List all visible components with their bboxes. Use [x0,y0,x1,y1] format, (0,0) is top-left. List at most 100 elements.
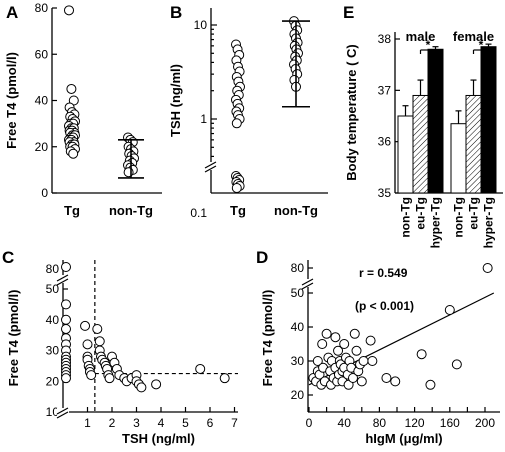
d-x-tick-label: 120 [405,416,425,430]
d-data-point [351,345,362,356]
e-bar [412,94,429,194]
d-y-axis-break-slash-1 [301,278,314,286]
c-x-tick-label: 3 [133,416,140,430]
d-y-tick-label: 50 [291,286,305,300]
d-x-axis-label: hIgM (μg/ml) [365,431,442,446]
c-data-point [61,299,71,310]
c-y-tick-label: 20 [46,374,60,388]
c-data-point [94,336,105,347]
b-y-tick-label: 1 [200,112,207,126]
c-y-axis-label: Free T4 (pmol/l) [6,290,21,387]
d-data-point [390,376,401,387]
c-data-point [195,363,206,374]
d-data-point [416,349,427,360]
panel-a-chart: 0 20 40 60 80 Free T4 (pmol/l) Tg non-Tg [4,1,162,218]
e-y-tick-label: 36 [378,135,392,149]
c-data-point [80,320,91,331]
d-data-point [381,373,392,383]
d-y-tick-label: 20 [291,388,305,402]
e-group-label: male [406,29,436,44]
d-data-point [451,359,462,370]
d-data-point [482,263,493,273]
a-data-point [66,83,77,94]
c-y-tick-label: 80 [46,262,60,276]
a-data-point [68,148,79,159]
c-origin-break-slash-1 [56,407,69,415]
d-data-point [317,339,328,349]
panel-label-b: B [170,3,182,22]
c-x-tick-label: 7 [231,416,238,430]
e-bar [450,123,467,194]
a-y-tick-label: 0 [41,186,48,200]
d-y-axis-break-slash-2 [301,282,314,290]
panel-label-c: C [2,248,14,267]
e-y-tick-label: 35 [378,186,392,200]
c-data-point [61,314,71,325]
c-data-point [61,323,71,334]
a-y-tick-label: 80 [35,1,49,15]
d-data-point [339,339,350,349]
c-data-point [92,323,103,334]
c-x-axis-label: TSH (ng/ml) [122,431,195,446]
a-category-label: Tg [64,203,80,218]
c-x-tick-label: 2 [109,416,116,430]
c-origin-break-slash-2 [56,411,69,419]
e-y-axis-label: Body temperature ( C) [344,44,359,181]
c-x-tick-label: 1 [84,416,91,430]
d-data-point [312,356,323,366]
d-data-point [321,328,332,339]
e-category-label: non-Tg [399,197,413,238]
c-x-tick-label: 6 [207,416,214,430]
e-y-tick-label: 37 [378,83,392,97]
c-data-point [61,262,71,272]
c-y-tick-label: 50 [46,282,60,296]
b-data-point [231,118,242,129]
b-y-tick-label: 10 [194,18,208,32]
d-correlation-annotation: r = 0.549 [359,266,408,280]
c-y-tick-label: 30 [46,344,60,358]
c-data-point [219,373,230,384]
d-data-point [349,328,360,339]
d-data-point [333,345,344,356]
c-data-point [82,339,93,350]
c-data-point [136,382,147,393]
c-data-point [104,373,115,384]
e-significance-star: * [479,38,484,52]
a-category-label: non-Tg [109,203,153,218]
d-y-tick-label: 30 [291,354,305,368]
e-bar [397,115,414,194]
e-category-label: non-Tg [452,197,466,238]
e-category-label: hyper-Tg [429,197,443,248]
e-group-label: female [453,29,494,44]
c-x-tick-label: 5 [182,416,189,430]
a-y-tick-label: 60 [35,47,49,61]
c-y-axis-break-slash-2 [56,278,69,286]
c-data-point [151,379,162,390]
d-x-tick-label: 200 [475,416,495,430]
b-axis-break-slash-2 [204,165,217,173]
e-category-label: eu-Tg [414,197,428,230]
c-data-point [61,373,71,384]
e-category-label: hyper-Tg [482,197,496,248]
e-y-tick-label: 38 [378,32,392,46]
d-y-tick-label: 40 [291,320,305,334]
d-y-axis-label: Free T4 (pmol/l) [260,290,275,387]
d-x-tick-label: 0 [306,416,313,430]
panel-d-chart: 20 30 40 50 80 0 40 80 120 160 200 hIgM (μg/ml) Free… [260,260,500,446]
d-data-point [348,373,358,383]
d-data-point [330,332,341,343]
d-data-point [425,379,436,390]
e-bar [465,94,482,194]
c-y-axis-break-slash-1 [56,274,69,282]
c-x-tick-label: 4 [158,416,165,430]
panel-label-a: A [6,3,18,22]
panel-c-chart: 10 20 30 40 50 80 1 2 3 4 5 6 7 TSH (ng/ml) Free T4 (p… [6,260,238,446]
c-y-tick-label: 10 [46,405,60,419]
c-y-tick-label: 40 [46,313,60,327]
c-data-point [86,370,97,381]
b-axis-break-slash-1 [204,161,217,169]
d-data-point [358,356,369,366]
panel-b-chart: 0.1 1 10 TSH (ng/ml) Tg non-Tg [168,8,328,220]
